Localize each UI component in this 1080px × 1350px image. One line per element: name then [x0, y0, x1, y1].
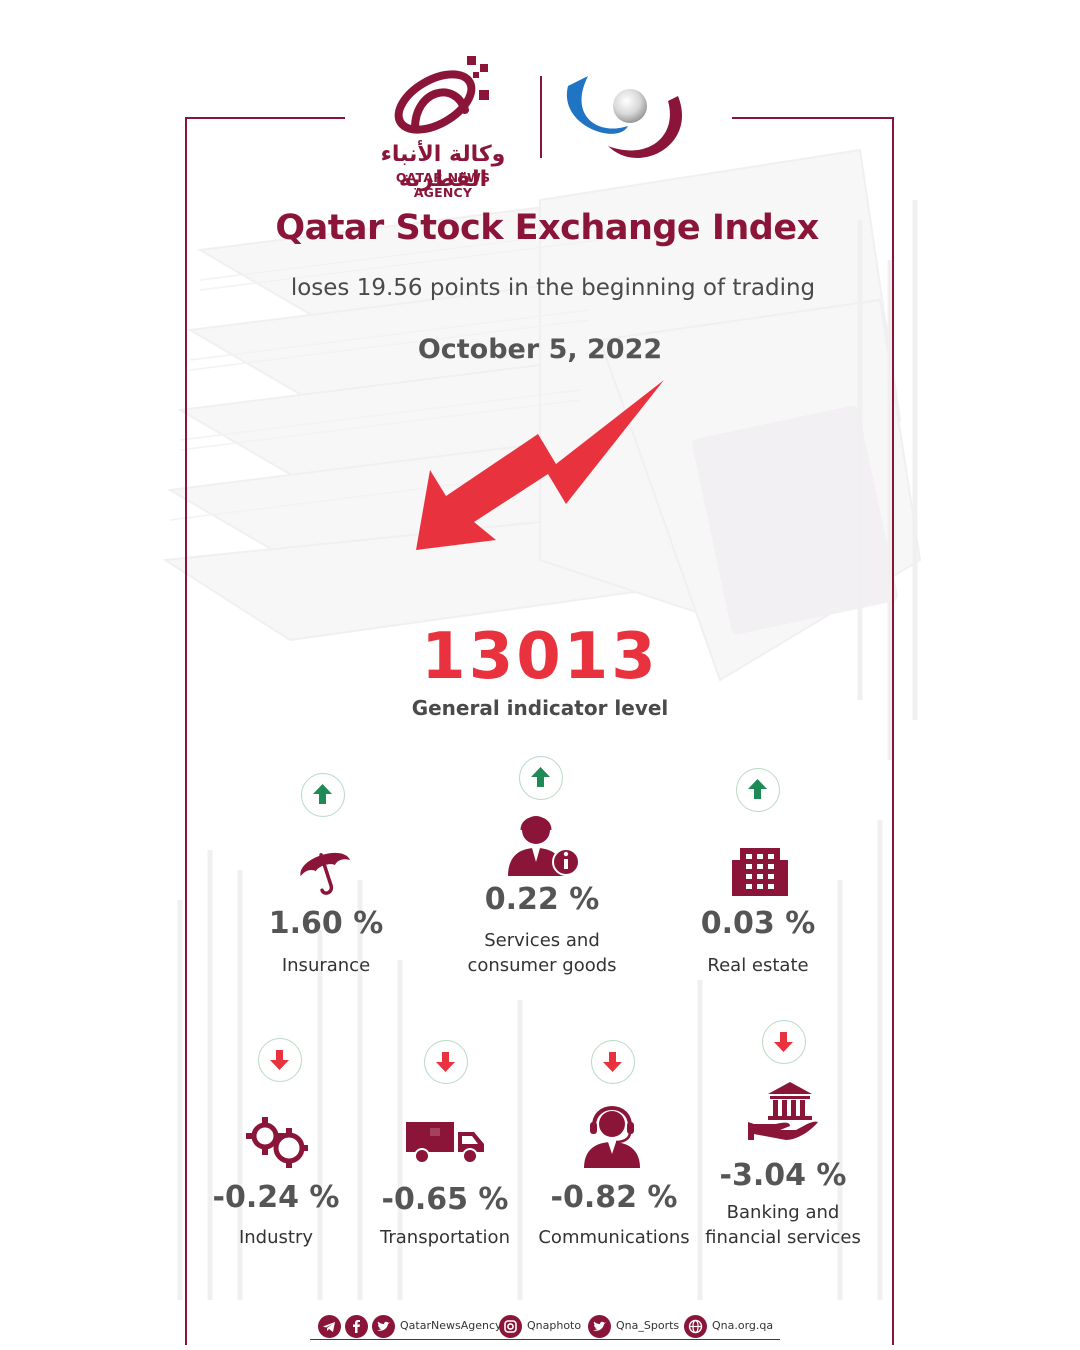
frame-top-left: [185, 117, 345, 119]
twitter-icon[interactable]: [372, 1315, 395, 1338]
arrow-down-icon: [436, 1052, 455, 1072]
insurance-change: 1.60 %: [268, 906, 384, 941]
frame-left: [185, 117, 187, 1345]
banking-change: -3.04 %: [719, 1158, 847, 1193]
report-date: October 5, 2022: [417, 334, 663, 365]
instagram-icon[interactable]: [499, 1315, 522, 1338]
headset-icon: [584, 1106, 640, 1168]
qatar-stock-exchange-logo-icon: [566, 76, 682, 158]
bank-hand-icon: [748, 1082, 818, 1140]
general-index-value: 13013: [421, 620, 659, 694]
real-estate-label: Real estate: [707, 955, 809, 976]
industry-change: -0.24 %: [212, 1180, 340, 1215]
down-arrow-badge: [762, 1020, 806, 1064]
communications-change: -0.82 %: [550, 1180, 678, 1215]
general-index-label: General indicator level: [411, 696, 669, 720]
services-change: 0.22 %: [484, 882, 600, 917]
insurance-label: Insurance: [281, 955, 371, 976]
handle-main[interactable]: QatarNewsAgency: [400, 1319, 502, 1332]
qna-logo-icon: [394, 56, 489, 134]
transportation-change: -0.65 %: [381, 1182, 509, 1217]
arrow-up-icon: [748, 779, 767, 799]
twitter-icon[interactable]: [588, 1315, 611, 1338]
customer-service-icon: [508, 816, 580, 876]
qna-english-name: QATAR NEWS AGENCY: [395, 170, 491, 200]
services-label-line2: consumer goods: [467, 955, 617, 976]
frame-top-right: [732, 117, 894, 119]
website-link[interactable]: Qna.org.qa: [712, 1319, 774, 1332]
handle-sports[interactable]: Qna_Sports: [616, 1319, 680, 1332]
industry-label: Industry: [238, 1227, 314, 1248]
arrow-up-icon: [313, 784, 332, 804]
trend-down-arrow-icon: [416, 380, 664, 550]
truck-icon: [406, 1122, 484, 1164]
down-arrow-badge: [591, 1040, 635, 1084]
telegram-icon[interactable]: [318, 1315, 341, 1338]
communications-label: Communications: [538, 1227, 690, 1248]
page-title: Qatar Stock Exchange Index: [275, 208, 819, 248]
arrow-down-icon: [270, 1050, 289, 1070]
arrow-up-icon: [531, 767, 550, 787]
facebook-icon[interactable]: [345, 1315, 368, 1338]
handle-photo[interactable]: Qnaphoto: [527, 1319, 582, 1332]
down-arrow-badge: [258, 1038, 302, 1082]
arrow-down-icon: [774, 1032, 793, 1052]
up-arrow-badge: [519, 756, 563, 800]
logo-divider: [540, 76, 542, 158]
up-arrow-badge: [301, 773, 345, 817]
up-arrow-badge: [736, 768, 780, 812]
banking-label-line1: Banking and: [726, 1202, 840, 1223]
page-subtitle: loses 19.56 points in the beginning of t…: [290, 275, 816, 301]
qna-arabic-name: وكالة الأنباء القطرية: [380, 142, 506, 192]
transportation-label: Transportation: [380, 1227, 510, 1248]
banking-label-line2: financial services: [705, 1227, 861, 1248]
gears-icon: [246, 1117, 308, 1168]
real-estate-change: 0.03 %: [700, 906, 816, 941]
arrow-down-icon: [603, 1052, 622, 1072]
frame-right: [892, 117, 894, 1345]
down-arrow-badge: [424, 1040, 468, 1084]
building-icon: [732, 848, 788, 896]
services-label-line1: Services and: [484, 930, 600, 951]
footer-line: [310, 1339, 780, 1340]
umbrella-icon: [300, 852, 351, 895]
globe-icon[interactable]: [684, 1315, 707, 1338]
